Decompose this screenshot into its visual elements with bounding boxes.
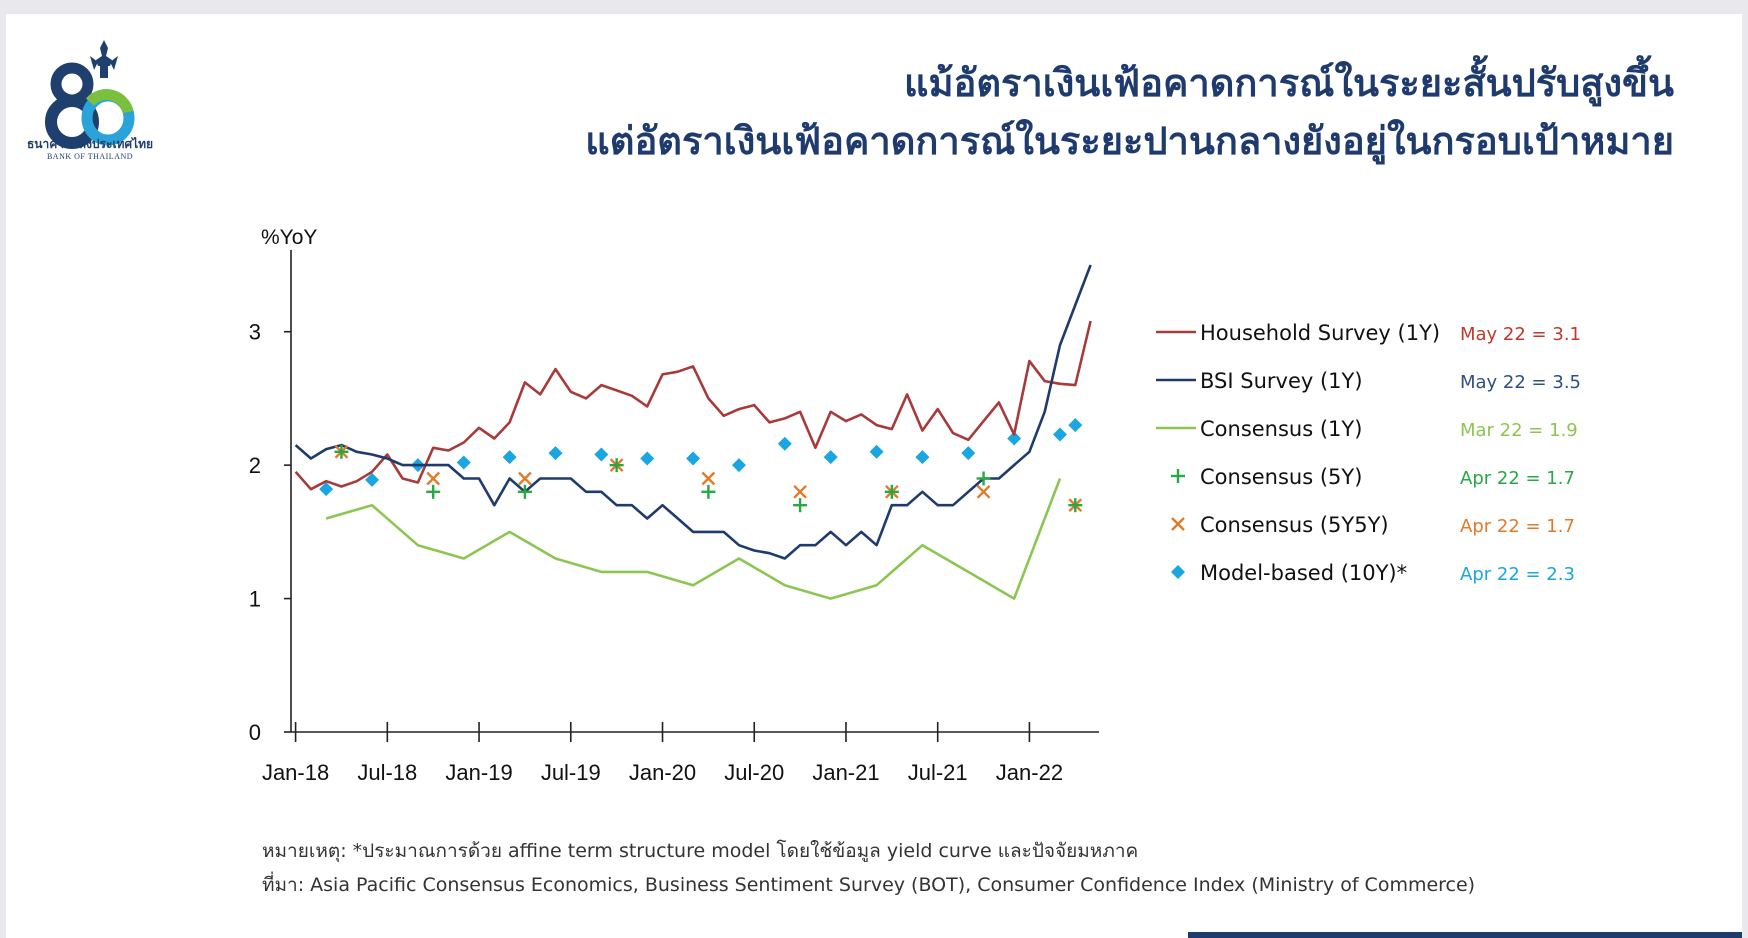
bottom-accent-bar bbox=[1188, 932, 1742, 938]
legend-swatch-consensus-5y5y bbox=[1171, 517, 1185, 531]
logo-name-en: BANK OF THAILAND bbox=[46, 152, 134, 161]
x-tick-label: Jan-18 bbox=[262, 760, 329, 785]
legend-label-consensus-5y5y: Consensus (5Y5Y) bbox=[1200, 513, 1389, 537]
data-point-model-based-10y bbox=[548, 446, 563, 461]
legend-label-household-survey-1y: Household Survey (1Y) bbox=[1200, 321, 1440, 345]
y-tick-label: 0 bbox=[249, 720, 261, 745]
x-tick-label: Jul-18 bbox=[357, 760, 417, 785]
data-point-consensus-5y bbox=[701, 484, 716, 499]
data-point-model-based-10y bbox=[502, 450, 517, 465]
data-point-model-based-10y bbox=[686, 451, 701, 466]
data-point-consensus-5y5y bbox=[701, 471, 716, 486]
footnote: หมายเหตุ: *ประมาณการด้วย affine term str… bbox=[262, 840, 1139, 862]
data-point-model-based-10y bbox=[869, 444, 884, 459]
data-point-consensus-5y5y bbox=[518, 471, 532, 486]
slide: ธนาคารแห่งประเทศไทย BANK OF THAILAND แม้… bbox=[6, 14, 1742, 938]
data-point-model-based-10y bbox=[456, 455, 471, 470]
data-point-consensus-5y5y bbox=[976, 484, 991, 499]
title-line-2: แต่อัตราเงินเฟ้อคาดการณ์ในระยะปานกลางยัง… bbox=[585, 119, 1674, 163]
legend-label-consensus-1y: Consensus (1Y) bbox=[1200, 417, 1362, 441]
data-point-model-based-10y bbox=[1068, 418, 1083, 433]
title-line-1: แม้อัตราเงินเฟ้อคาดการณ์ในระยะสั้นปรับสู… bbox=[903, 61, 1674, 105]
data-point-model-based-10y bbox=[915, 450, 930, 465]
x-tick-label: Jul-20 bbox=[724, 760, 784, 785]
legend-label-bsi-survey-1y: BSI Survey (1Y) bbox=[1200, 369, 1363, 393]
data-point-consensus-5y bbox=[517, 484, 532, 499]
bank-of-thailand-logo bbox=[45, 40, 135, 149]
x-tick-label: Jan-20 bbox=[629, 760, 696, 785]
legend-swatch-consensus-5y bbox=[1171, 469, 1185, 483]
x-tick-label: Jul-19 bbox=[541, 760, 601, 785]
legend-label-model-based-10y: Model-based (10Y)* bbox=[1200, 561, 1407, 585]
data-point-consensus-5y bbox=[334, 444, 349, 459]
data-point-consensus-5y bbox=[976, 471, 991, 486]
garuda-crest-icon bbox=[90, 40, 118, 78]
y-tick-label: 2 bbox=[249, 453, 261, 478]
x-tick-label: Jan-21 bbox=[812, 760, 879, 785]
data-point-consensus-5y bbox=[884, 484, 899, 499]
legend-annotation-consensus-1y: Mar 22 = 1.9 bbox=[1460, 420, 1578, 441]
data-point-model-based-10y bbox=[1053, 427, 1068, 442]
data-point-consensus-5y5y bbox=[793, 484, 807, 499]
legend-annotation-bsi-survey-1y: May 22 = 3.5 bbox=[1460, 372, 1581, 393]
legend-swatch-model-based-10y bbox=[1171, 565, 1185, 579]
series-line-household-survey-1y bbox=[294, 320, 1092, 491]
data-point-model-based-10y bbox=[961, 446, 976, 461]
data-point-model-based-10y bbox=[319, 482, 334, 497]
x-tick-label: Jul-21 bbox=[908, 760, 968, 785]
data-point-consensus-5y bbox=[1068, 498, 1083, 513]
legend-annotation-consensus-5y5y: Apr 22 = 1.7 bbox=[1460, 516, 1575, 537]
series-line-consensus-1y bbox=[325, 478, 1062, 600]
legend-label-consensus-5y: Consensus (5Y) bbox=[1200, 465, 1362, 489]
y-axis-label: %YoY bbox=[261, 226, 317, 249]
series-line-bsi-survey-1y bbox=[294, 264, 1092, 560]
data-point-model-based-10y bbox=[731, 458, 746, 473]
data-point-consensus-5y bbox=[426, 484, 441, 499]
logo-mark-80 bbox=[45, 62, 135, 149]
data-point-model-based-10y bbox=[640, 451, 655, 466]
data-point-model-based-10y bbox=[1007, 431, 1022, 446]
legend-annotation-household-survey-1y: May 22 = 3.1 bbox=[1460, 324, 1581, 345]
data-point-model-based-10y bbox=[823, 450, 838, 465]
x-tick-label: Jan-22 bbox=[996, 760, 1063, 785]
source-note: ที่มา: Asia Pacific Consensus Economics,… bbox=[262, 874, 1476, 896]
page-title: แม้อัตราเงินเฟ้อคาดการณ์ในระยะสั้นปรับสู… bbox=[585, 54, 1674, 170]
y-tick-label: 1 bbox=[249, 587, 261, 612]
legend-annotation-model-based-10y: Apr 22 = 2.3 bbox=[1460, 564, 1575, 585]
logo-name-th: ธนาคารแห่งประเทศไทย bbox=[26, 137, 154, 151]
legend-annotation-consensus-5y: Apr 22 = 1.7 bbox=[1460, 468, 1575, 489]
inflation-expectations-chart: %YoY 0 1 2 3 Jan-18 Jul-18 Jan-19 Jul-19 Jan-20 Ju… bbox=[249, 226, 1581, 785]
x-tick-label: Jan-19 bbox=[445, 760, 512, 785]
data-point-consensus-5y bbox=[609, 458, 624, 473]
data-point-model-based-10y bbox=[594, 447, 609, 462]
data-point-consensus-5y5y bbox=[426, 471, 441, 486]
data-point-model-based-10y bbox=[777, 436, 792, 451]
data-point-model-based-10y bbox=[365, 472, 380, 487]
data-point-consensus-5y bbox=[793, 498, 808, 513]
y-tick-label: 3 bbox=[249, 320, 261, 345]
